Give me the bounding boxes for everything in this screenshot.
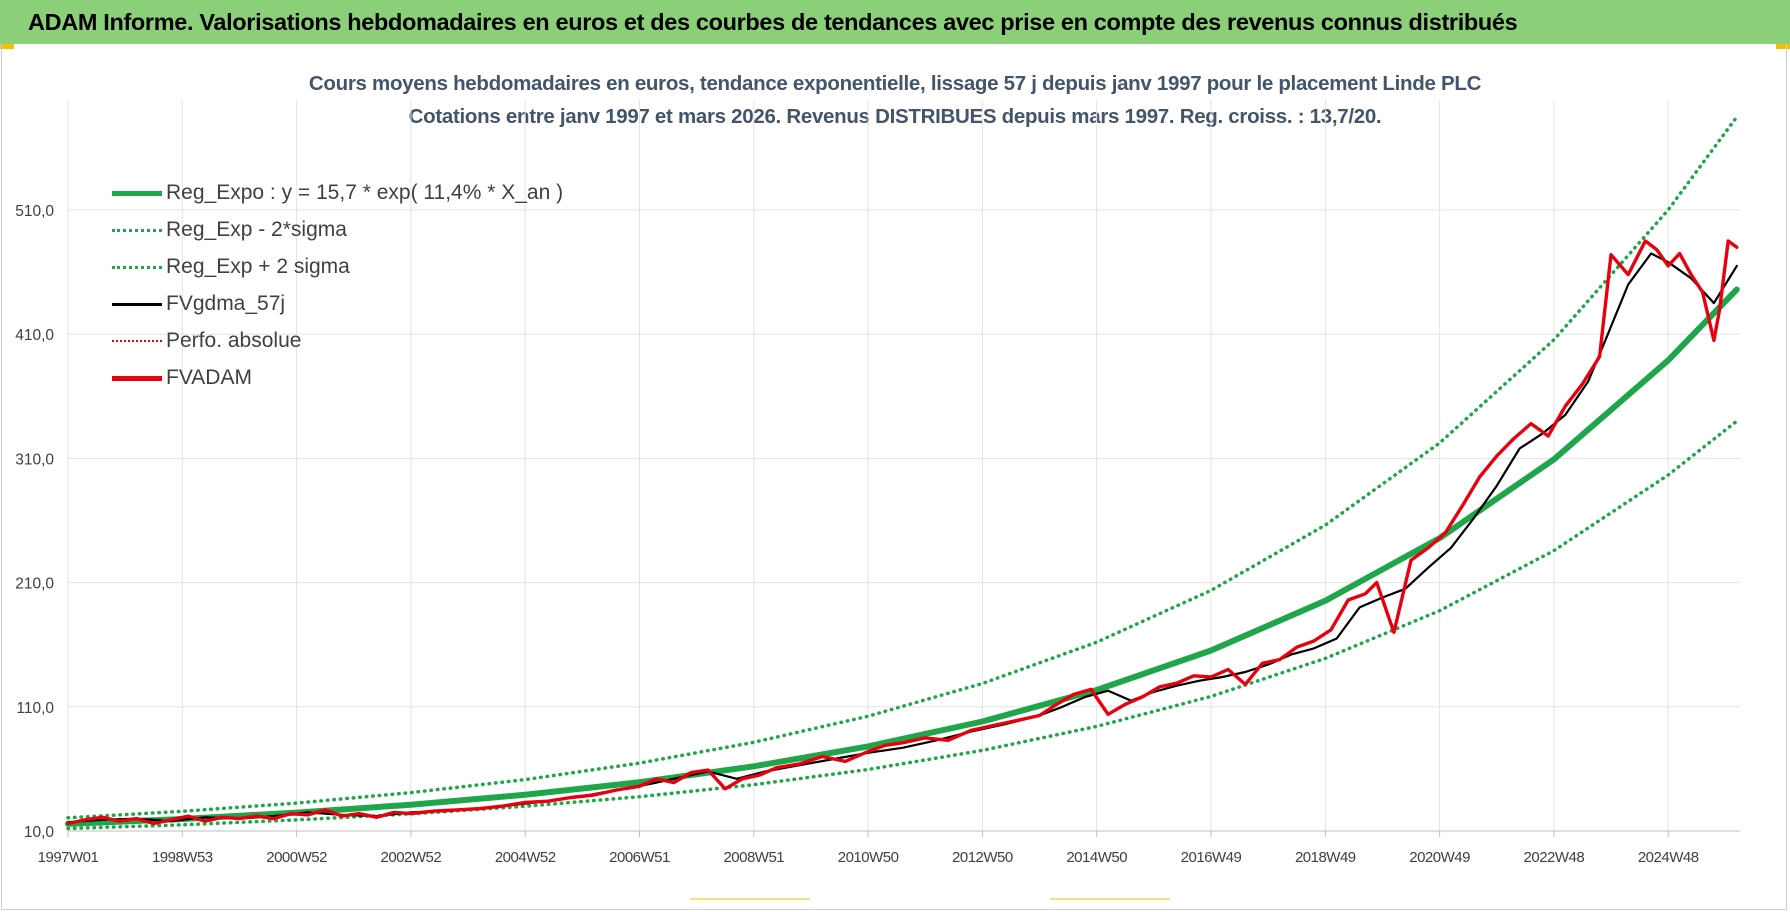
series-fvadam-line bbox=[66, 239, 1739, 826]
corner-mark-right bbox=[1776, 44, 1790, 49]
y-tick-label: 10,0 bbox=[24, 824, 55, 841]
y-tick-label: 210,0 bbox=[15, 576, 54, 593]
x-tick-label: 2016W49 bbox=[1181, 849, 1242, 866]
footer-mark-2 bbox=[1050, 898, 1170, 900]
legend-swatch-fvgdma bbox=[112, 302, 162, 306]
legend-item-fvgdma: FVgdma_57j bbox=[112, 287, 632, 321]
legend-label-perfo: Perfo. absolue bbox=[166, 329, 302, 352]
x-tick-label: 2004W52 bbox=[495, 849, 556, 866]
legend-item-reg-exp-minus: Reg_Exp - 2*sigma bbox=[112, 213, 632, 247]
legend-swatch-reg-exp-minus bbox=[112, 228, 162, 232]
y-tick-label: 510,0 bbox=[15, 203, 54, 220]
legend-item-reg-expo: Reg_Expo : y = 15,7 * exp( 11,4% * X_an … bbox=[112, 176, 632, 210]
x-tick-label: 1998W53 bbox=[152, 849, 213, 866]
legend-item-fvadam: FVADAM bbox=[112, 361, 632, 395]
x-tick-label: 2006W51 bbox=[609, 849, 670, 866]
chart-frame bbox=[1, 44, 1787, 910]
x-tick-label: 2002W52 bbox=[381, 849, 442, 866]
x-tick-label: 1997W01 bbox=[38, 849, 99, 866]
legend-swatch-perfo bbox=[112, 340, 162, 342]
chart-title: Cours moyens hebdomadaires en euros, ten… bbox=[308, 72, 1482, 95]
x-tick-label: 2020W49 bbox=[1409, 849, 1470, 866]
legend-swatch-fvadam bbox=[112, 375, 162, 381]
x-tick-label: 2022W48 bbox=[1524, 849, 1585, 866]
legend-item-reg-exp-plus: Reg_Exp + 2 sigma bbox=[112, 250, 632, 284]
legend-swatch-reg-expo bbox=[112, 190, 162, 196]
x-tick-label: 2024W48 bbox=[1638, 849, 1699, 866]
corner-mark-left bbox=[0, 44, 14, 49]
legend-swatch-reg-exp-plus bbox=[112, 265, 162, 269]
series-reg-exp-plus-line bbox=[66, 115, 1739, 820]
x-tick-label: 2008W51 bbox=[723, 849, 784, 866]
x-tick-label: 2018W49 bbox=[1295, 849, 1356, 866]
legend-label-reg-exp-plus: Reg_Exp + 2 sigma bbox=[166, 255, 350, 278]
legend-label-reg-exp-minus: Reg_Exp - 2*sigma bbox=[166, 218, 347, 241]
y-tick-label: 410,0 bbox=[15, 327, 54, 344]
chart-subtitle: Cotations entre janv 1997 et mars 2026. … bbox=[408, 105, 1382, 128]
series-reg-expo-line bbox=[65, 286, 1740, 827]
x-tick-label: 2012W50 bbox=[952, 849, 1013, 866]
x-tick-label: 2000W52 bbox=[266, 849, 327, 866]
footer-mark-1 bbox=[690, 898, 810, 900]
legend-label-reg-expo: Reg_Expo : y = 15,7 * exp( 11,4% * X_an … bbox=[166, 181, 564, 204]
banner-title: ADAM Informe. Valorisations hebdomadaire… bbox=[28, 8, 1518, 35]
series-reg-exp-minus-line bbox=[66, 419, 1739, 831]
y-tick-label: 110,0 bbox=[16, 700, 54, 717]
legend-label-fvgdma: FVgdma_57j bbox=[166, 292, 286, 315]
legend-item-perfo: Perfo. absolue bbox=[112, 324, 632, 358]
y-tick-label: 310,0 bbox=[15, 451, 54, 468]
legend-label-fvadam: FVADAM bbox=[166, 366, 252, 389]
x-tick-label: 2010W50 bbox=[838, 849, 899, 866]
banner: ADAM Informe. Valorisations hebdomadaire… bbox=[0, 0, 1790, 44]
x-tick-label: 2014W50 bbox=[1066, 849, 1127, 866]
